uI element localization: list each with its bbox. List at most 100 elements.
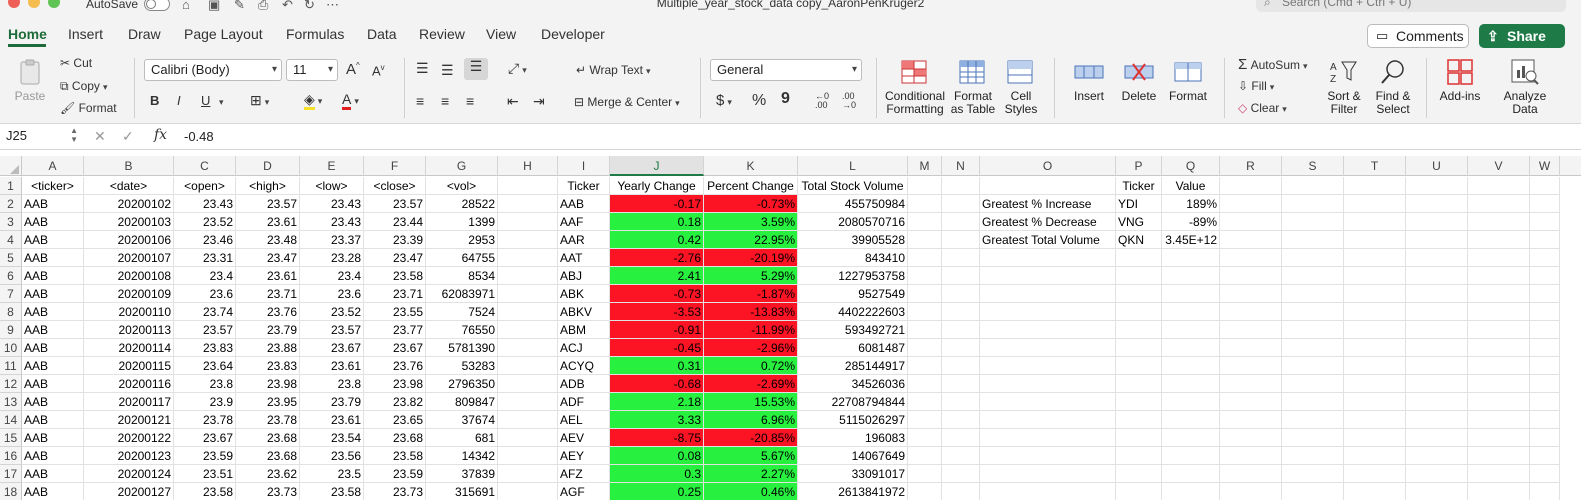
cell-h[interactable] <box>498 213 558 231</box>
cell-v[interactable] <box>1468 465 1530 483</box>
cell-r[interactable] <box>1220 231 1282 249</box>
cell-g[interactable]: 2796350 <box>426 375 498 393</box>
cell-b[interactable]: 20200106 <box>84 231 174 249</box>
cell-d[interactable]: 23.95 <box>236 393 300 411</box>
cell-k[interactable]: -20.85% <box>704 429 798 447</box>
cell-r[interactable] <box>1220 393 1282 411</box>
formula-input[interactable]: -0.48 <box>184 129 214 144</box>
cell-q[interactable] <box>1162 411 1220 429</box>
cell-t[interactable] <box>1344 447 1406 465</box>
cell-c[interactable]: 23.78 <box>174 411 236 429</box>
decrease-indent-icon[interactable]: ⇤ <box>507 93 519 109</box>
cell-h[interactable] <box>498 447 558 465</box>
cut-button[interactable]: ✂ Cut <box>60 56 92 70</box>
cell-s[interactable] <box>1282 357 1344 375</box>
cell-n[interactable] <box>942 483 980 500</box>
cell-u[interactable] <box>1406 339 1468 357</box>
cell-p[interactable]: VNG <box>1116 213 1162 231</box>
tab-page-layout[interactable]: Page Layout <box>184 26 263 42</box>
cell-e[interactable]: 23.79 <box>300 393 364 411</box>
cell-e[interactable]: 23.61 <box>300 357 364 375</box>
cell-u[interactable] <box>1406 285 1468 303</box>
cell-f[interactable]: 23.58 <box>364 447 426 465</box>
cell-c[interactable]: 23.57 <box>174 321 236 339</box>
cell-w[interactable] <box>1530 249 1560 267</box>
find-select-button[interactable]: Find & Select <box>1370 58 1416 116</box>
cell-d[interactable]: 23.73 <box>236 483 300 500</box>
column-header-e[interactable]: E <box>300 156 364 176</box>
cell-r[interactable] <box>1220 177 1282 195</box>
cell-m[interactable] <box>908 231 942 249</box>
cell-u[interactable] <box>1406 303 1468 321</box>
cell-b[interactable]: 20200122 <box>84 429 174 447</box>
row-header[interactable]: 16 <box>0 447 22 465</box>
underline-button[interactable]: U <box>201 93 211 108</box>
cell-i[interactable]: ABM <box>558 321 610 339</box>
cell-k[interactable]: -1.87% <box>704 285 798 303</box>
cell-l[interactable]: 4402222603 <box>798 303 908 321</box>
cell-o[interactable] <box>980 285 1116 303</box>
cell-v[interactable] <box>1468 303 1530 321</box>
cell-n[interactable] <box>942 267 980 285</box>
cell-q[interactable] <box>1162 249 1220 267</box>
cell-a[interactable]: <ticker> <box>22 177 84 195</box>
cell-s[interactable] <box>1282 429 1344 447</box>
window-close-button[interactable] <box>8 0 20 8</box>
cell-w[interactable] <box>1530 393 1560 411</box>
cell-q[interactable] <box>1162 285 1220 303</box>
cell-g[interactable]: 681 <box>426 429 498 447</box>
cell-q[interactable] <box>1162 321 1220 339</box>
cell-k[interactable]: 0.46% <box>704 483 798 500</box>
wrap-text-button[interactable]: ↵ Wrap Text ▾ <box>576 63 651 77</box>
cell-m[interactable] <box>908 375 942 393</box>
cell-v[interactable] <box>1468 321 1530 339</box>
cell-l[interactable]: 34526036 <box>798 375 908 393</box>
cell-h[interactable] <box>498 267 558 285</box>
cell-j[interactable]: 0.18 <box>610 213 704 231</box>
cell-o[interactable] <box>980 249 1116 267</box>
cell-b[interactable]: <date> <box>84 177 174 195</box>
cell-r[interactable] <box>1220 339 1282 357</box>
cell-m[interactable] <box>908 249 942 267</box>
cell-q[interactable] <box>1162 339 1220 357</box>
cell-g[interactable]: 5781390 <box>426 339 498 357</box>
cell-k[interactable]: -2.69% <box>704 375 798 393</box>
cell-w[interactable] <box>1530 285 1560 303</box>
insert-function-icon[interactable]: fx <box>154 127 168 143</box>
cell-w[interactable] <box>1530 339 1560 357</box>
cell-f[interactable]: 23.73 <box>364 483 426 500</box>
cell-j[interactable]: -0.45 <box>610 339 704 357</box>
cell-p[interactable] <box>1116 321 1162 339</box>
cell-p[interactable]: Ticker <box>1116 177 1162 195</box>
cell-f[interactable]: 23.57 <box>364 195 426 213</box>
cell-k[interactable]: 22.95% <box>704 231 798 249</box>
comments-button[interactable]: ▭ Comments <box>1367 24 1469 48</box>
cell-v[interactable] <box>1468 285 1530 303</box>
row-header[interactable]: 5 <box>0 249 22 267</box>
cell-p[interactable] <box>1116 375 1162 393</box>
analyze-data-button[interactable]: Analyze Data <box>1498 58 1552 116</box>
cell-n[interactable] <box>942 357 980 375</box>
cell-i[interactable]: AEV <box>558 429 610 447</box>
cell-f[interactable]: 23.47 <box>364 249 426 267</box>
cell-r[interactable] <box>1220 285 1282 303</box>
cell-s[interactable] <box>1282 267 1344 285</box>
cell-w[interactable] <box>1530 357 1560 375</box>
cell-t[interactable] <box>1344 339 1406 357</box>
cell-f[interactable]: 23.68 <box>364 429 426 447</box>
cell-r[interactable] <box>1220 375 1282 393</box>
align-bottom-icon[interactable]: ☰ <box>464 58 488 80</box>
underline-dropdown[interactable]: ▾ <box>219 97 224 107</box>
cell-e[interactable]: 23.57 <box>300 321 364 339</box>
align-left-icon[interactable]: ≡ <box>416 93 425 109</box>
cell-v[interactable] <box>1468 249 1530 267</box>
cell-l[interactable]: 2080570716 <box>798 213 908 231</box>
cell-b[interactable]: 20200102 <box>84 195 174 213</box>
cell-e[interactable]: 23.56 <box>300 447 364 465</box>
cell-k[interactable]: 2.27% <box>704 465 798 483</box>
cell-i[interactable]: ABJ <box>558 267 610 285</box>
cell-c[interactable]: <open> <box>174 177 236 195</box>
cell-m[interactable] <box>908 213 942 231</box>
cell-c[interactable]: 23.67 <box>174 429 236 447</box>
column-header-w[interactable]: W <box>1530 156 1560 176</box>
